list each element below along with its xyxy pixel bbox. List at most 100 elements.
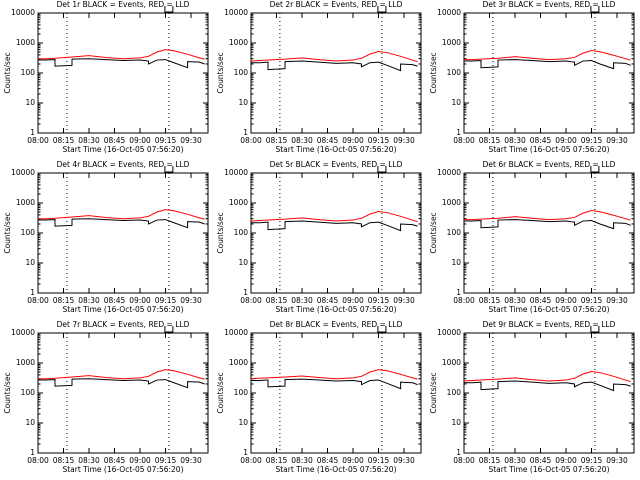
y-tick-label: 1 — [456, 128, 461, 137]
series-line — [251, 60, 418, 72]
series-line — [38, 49, 205, 60]
x-tick-label: 08:00 — [453, 296, 475, 305]
x-tick-label: 09:15 — [368, 136, 390, 145]
y-tick-label: 10000 — [224, 328, 248, 337]
y-tick-label: 1000 — [16, 38, 35, 47]
x-tick-label: 09:00 — [342, 296, 364, 305]
y-tick-label: 1000 — [442, 38, 461, 47]
series-line — [250, 211, 418, 223]
y-tick-label: 1 — [243, 288, 248, 297]
series-line — [464, 219, 631, 230]
series-line — [38, 58, 205, 69]
y-tick-label: 100 — [447, 68, 462, 77]
y-axis-label: Counts/sec — [429, 52, 438, 93]
y-tick-label: 10 — [238, 258, 248, 267]
y-tick-label: 1000 — [16, 358, 35, 367]
chart-title: Det 9r BLACK = Events, RED = LLD — [483, 320, 616, 329]
x-axis-label: Start Time (16-Oct-05 07:56:20) — [488, 305, 609, 314]
series-line — [38, 209, 205, 220]
series-line — [251, 220, 418, 232]
plot-frame — [250, 332, 422, 454]
y-tick-label: 10 — [25, 418, 35, 427]
x-tick-label: 08:15 — [53, 296, 75, 305]
x-tick-label: 08:15 — [266, 136, 288, 145]
x-tick-label: 09:15 — [581, 136, 603, 145]
series-line — [250, 369, 418, 380]
series-line — [464, 380, 631, 392]
x-tick-label: 08:15 — [479, 456, 501, 465]
plot-frame — [37, 332, 209, 454]
y-axis-label: Counts/sec — [216, 52, 225, 93]
panel: Det 3r BLACK = Events, RED = LLD 1 10 100 10… — [429, 0, 635, 154]
panel: Det 5r BLACK = Events, RED = LLD 1 10 100 10… — [216, 160, 422, 314]
chart-title: Det 3r BLACK = Events, RED = LLD — [483, 0, 616, 9]
x-tick-label: 08:15 — [53, 136, 75, 145]
x-tick-label: 08:30 — [504, 136, 526, 145]
x-tick-label: 08:15 — [53, 456, 75, 465]
top-bracket — [377, 6, 387, 13]
x-tick-label: 08:45 — [104, 456, 126, 465]
x-tick-label: 08:45 — [530, 296, 552, 305]
series-line — [464, 59, 631, 70]
series-line — [38, 369, 205, 380]
x-tick-label: 08:00 — [240, 136, 262, 145]
y-tick-label: 10000 — [11, 168, 35, 177]
y-axis-label: Counts/sec — [3, 212, 12, 253]
x-tick-label: 09:30 — [393, 136, 415, 145]
panel: Det 4r BLACK = Events, RED = LLD 1 10 100 10… — [3, 160, 209, 314]
plot-frame — [463, 172, 635, 294]
top-bracket — [164, 326, 174, 333]
x-tick-label: 08:30 — [504, 296, 526, 305]
x-tick-label: 08:30 — [78, 296, 100, 305]
y-tick-label: 100 — [21, 228, 36, 237]
series-line — [464, 50, 631, 61]
y-tick-label: 100 — [447, 228, 462, 237]
y-tick-label: 1 — [243, 448, 248, 457]
x-tick-label: 08:45 — [317, 296, 339, 305]
x-axis-label: Start Time (16-Oct-05 07:56:20) — [488, 145, 609, 154]
y-tick-label: 10000 — [11, 8, 35, 17]
y-tick-label: 1 — [456, 448, 461, 457]
y-tick-label: 10 — [451, 418, 461, 427]
top-bracket — [590, 6, 600, 13]
x-axis-label: Start Time (16-Oct-05 07:56:20) — [275, 145, 396, 154]
x-tick-label: 08:00 — [240, 456, 262, 465]
y-tick-label: 10000 — [437, 328, 461, 337]
plot-frame — [250, 172, 422, 294]
x-tick-label: 09:15 — [155, 136, 177, 145]
y-tick-label: 100 — [21, 388, 36, 397]
x-tick-label: 08:45 — [530, 456, 552, 465]
x-tick-label: 09:15 — [581, 296, 603, 305]
top-bracket — [377, 166, 387, 173]
x-tick-label: 09:30 — [180, 296, 202, 305]
y-axis-label: Counts/sec — [3, 372, 12, 413]
x-axis-label: Start Time (16-Oct-05 07:56:20) — [275, 465, 396, 474]
x-tick-label: 09:00 — [129, 456, 151, 465]
x-tick-label: 08:45 — [104, 136, 126, 145]
x-tick-label: 09:30 — [606, 136, 628, 145]
x-tick-label: 08:30 — [291, 456, 313, 465]
y-tick-label: 10000 — [224, 168, 248, 177]
top-bracket — [164, 6, 174, 13]
y-tick-label: 1000 — [442, 358, 461, 367]
top-bracket — [164, 166, 174, 173]
y-axis-label: Counts/sec — [429, 212, 438, 253]
chart-title: Det 4r BLACK = Events, RED = LLD — [57, 160, 190, 169]
x-tick-label: 09:00 — [129, 136, 151, 145]
x-tick-label: 08:00 — [27, 136, 49, 145]
y-tick-label: 100 — [447, 388, 462, 397]
x-tick-label: 08:45 — [317, 136, 339, 145]
x-tick-label: 09:30 — [606, 296, 628, 305]
y-tick-label: 100 — [21, 68, 36, 77]
top-bracket — [377, 326, 387, 333]
panel: Det 8r BLACK = Events, RED = LLD 1 10 100 10… — [216, 320, 422, 474]
x-tick-label: 09:00 — [555, 456, 577, 465]
x-tick-label: 09:15 — [368, 296, 390, 305]
y-axis-label: Counts/sec — [216, 212, 225, 253]
x-tick-label: 08:15 — [479, 296, 501, 305]
y-axis-label: Counts/sec — [3, 52, 12, 93]
plot-frame — [463, 12, 635, 134]
y-tick-label: 1000 — [229, 198, 248, 207]
y-tick-label: 1 — [30, 128, 35, 137]
